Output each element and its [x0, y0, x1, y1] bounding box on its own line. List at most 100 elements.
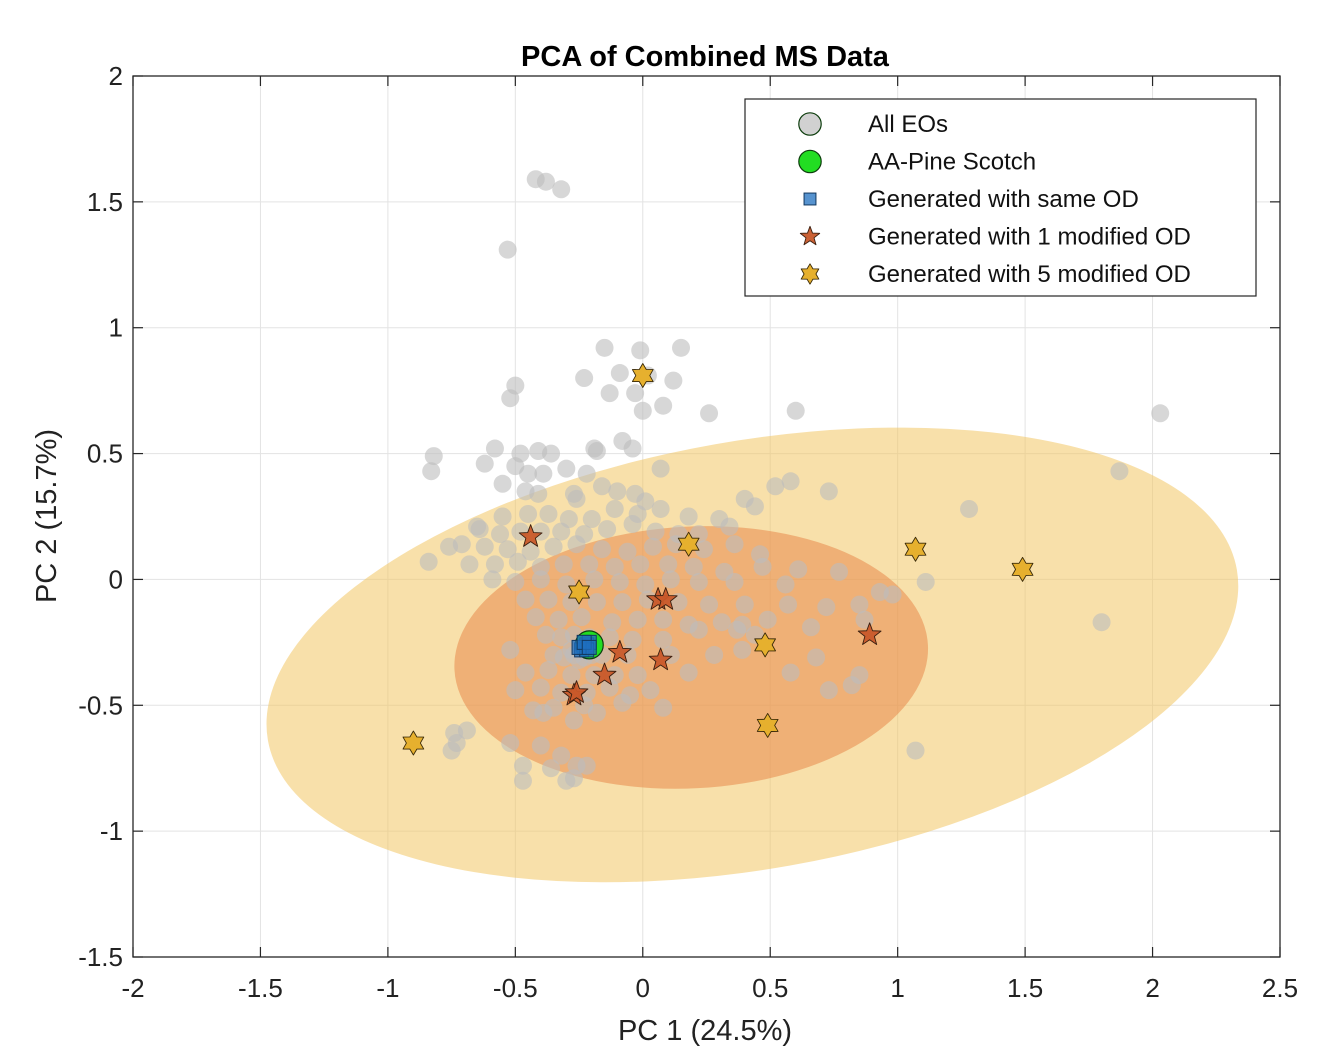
- legend: All EOs AA-Pine Scotch Generated with same…: [744, 98, 1257, 297]
- x-tick-label: -2: [121, 973, 144, 1003]
- all-eos-point: [753, 557, 772, 576]
- all-eos-point: [608, 482, 627, 501]
- all-eos-point: [654, 396, 673, 415]
- all-eos-point: [684, 557, 703, 576]
- all-eos-point: [830, 562, 849, 581]
- x-tick-label: -0.5: [493, 973, 538, 1003]
- one-modified-od-point: [592, 662, 617, 686]
- all-eos-point: [531, 678, 550, 697]
- all-eos-point: [842, 676, 861, 695]
- legend-label: All EOs: [868, 111, 948, 138]
- all-eos-point: [493, 507, 512, 526]
- all-eos-point: [679, 507, 698, 526]
- all-eos-point: [508, 552, 527, 571]
- all-eos-point: [1110, 462, 1129, 481]
- five-modified-od-point: [402, 730, 425, 756]
- all-eos-point: [483, 570, 502, 589]
- all-eos-point: [623, 630, 642, 649]
- all-eos-point: [592, 477, 611, 496]
- all-eos-point: [689, 620, 708, 639]
- all-eos-point: [819, 681, 838, 700]
- all-eos-point: [603, 613, 622, 632]
- all-eos-point: [705, 645, 724, 664]
- all-eos-point: [539, 590, 558, 609]
- all-eos-point: [501, 640, 520, 659]
- all-eos-point: [613, 593, 632, 612]
- all-eos-point: [460, 555, 479, 574]
- all-eos-point: [491, 525, 510, 544]
- all-eos-point: [700, 595, 719, 614]
- x-tick-label: 0.5: [752, 973, 788, 1003]
- all-eos-point: [720, 517, 739, 536]
- all-eos-point: [1092, 613, 1111, 632]
- all-eos-point: [766, 477, 785, 496]
- all-eos-point: [475, 537, 494, 556]
- plot-frame: [132, 75, 1281, 958]
- all-eos-point: [539, 661, 558, 680]
- all-eos-point: [779, 595, 798, 614]
- all-eos-point: [610, 364, 629, 383]
- all-eos-point: [424, 447, 443, 466]
- all-eos-point: [883, 585, 902, 604]
- all-eos-point: [485, 555, 504, 574]
- x-tick-label: 0: [636, 973, 650, 1003]
- all-eos-point: [567, 489, 586, 508]
- all-eos-point: [544, 537, 563, 556]
- all-eos-point: [575, 369, 594, 388]
- all-eos-point: [735, 595, 754, 614]
- five-modified-od-point: [631, 363, 654, 388]
- all-eos-point: [641, 681, 660, 700]
- all-eos-point: [610, 572, 629, 591]
- all-eos-point: [534, 464, 553, 483]
- all-eos-point: [1151, 404, 1170, 423]
- all-eos-point: [916, 572, 935, 591]
- all-eos-point: [498, 540, 517, 559]
- legend-marker-five-modified-od: [800, 263, 820, 285]
- legend-marker-all-eos: [798, 112, 822, 136]
- y-tick-label: -1: [100, 816, 123, 846]
- all-eos-point: [549, 610, 568, 629]
- legend-marker-same-od: [803, 192, 817, 206]
- y-axis-label: PC 2 (15.7%): [31, 429, 63, 603]
- all-eos-point: [613, 693, 632, 712]
- all-eos-point: [557, 459, 576, 478]
- all-eos-point: [452, 535, 471, 554]
- five-modified-od-point: [754, 632, 776, 658]
- all-eos-point: [501, 734, 520, 753]
- x-tick-label: -1: [376, 973, 399, 1003]
- y-tick-label: 2: [109, 61, 123, 91]
- all-eos-point: [534, 703, 553, 722]
- all-eos-point: [651, 499, 670, 518]
- x-tick-label: 1.5: [1007, 973, 1043, 1003]
- all-eos-point: [807, 648, 826, 667]
- all-eos-point: [536, 172, 555, 191]
- all-eos-point: [654, 630, 673, 649]
- all-eos-point: [552, 180, 571, 199]
- five-modified-od-point: [568, 579, 590, 605]
- all-eos-point: [557, 771, 576, 790]
- all-eos-point: [633, 401, 652, 420]
- y-tick-label: 1: [109, 313, 123, 343]
- all-eos-point: [513, 756, 532, 775]
- all-eos-point: [526, 608, 545, 627]
- all-eos-point: [513, 771, 532, 790]
- all-eos-point: [618, 542, 637, 561]
- all-eos-point: [419, 552, 438, 571]
- all-eos-point: [651, 459, 670, 478]
- all-eos-point: [725, 572, 744, 591]
- all-eos-point: [850, 595, 869, 614]
- all-eos-point: [654, 610, 673, 629]
- all-eos-point: [516, 590, 535, 609]
- legend-marker-aa-pine-scotch: [798, 149, 822, 174]
- all-eos-point: [577, 756, 596, 775]
- all-eos-point: [587, 442, 606, 461]
- all-eos-point: [802, 618, 821, 637]
- legend-label: AA-Pine Scotch: [868, 149, 1036, 176]
- all-eos-point: [531, 557, 550, 576]
- x-tick-label: 2: [1145, 973, 1159, 1003]
- all-eos-point: [819, 482, 838, 501]
- all-eos-point: [506, 681, 525, 700]
- all-eos-point: [661, 570, 680, 589]
- all-eos-point: [689, 572, 708, 591]
- all-eos-point: [475, 454, 494, 473]
